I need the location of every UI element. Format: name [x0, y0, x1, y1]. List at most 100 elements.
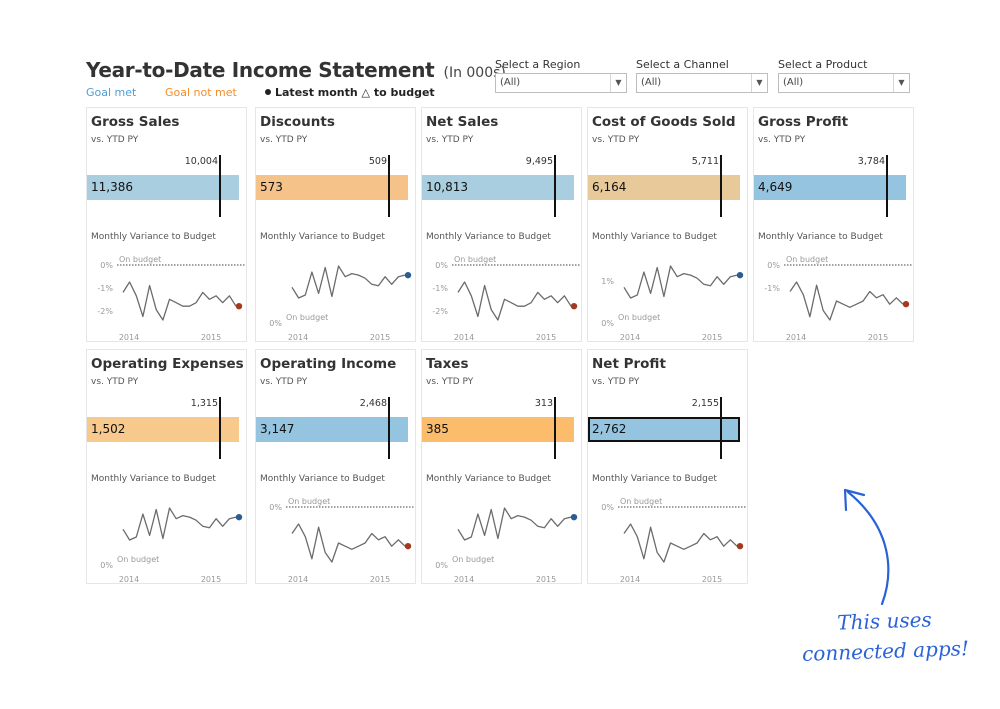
- latest-month-dot[interactable]: [570, 513, 578, 521]
- x-tick-label: 2015: [702, 575, 722, 584]
- variance-title: Monthly Variance to Budget: [592, 232, 717, 242]
- latest-month-dot[interactable]: [404, 542, 412, 550]
- chevron-down-icon[interactable]: ▼: [751, 74, 767, 92]
- variance-title: Monthly Variance to Budget: [426, 232, 551, 242]
- latest-dot-icon: [265, 89, 271, 95]
- card-subtitle: vs. YTD PY: [260, 377, 308, 387]
- on-budget-label: On budget: [117, 555, 159, 564]
- card-subtitle: vs. YTD PY: [592, 377, 640, 387]
- x-tick-label: 2015: [201, 333, 221, 342]
- kpi-card-gross-sales[interactable]: Gross Sales vs. YTD PY 10,004 11,386 Monthly…: [86, 107, 247, 342]
- card-title: Net Profit: [592, 356, 666, 372]
- region-filter-label: Select a Region: [495, 58, 581, 71]
- variance-sparkline[interactable]: On budget 0% -1% -2% 2014 2015: [422, 246, 583, 343]
- prior-year-reference-line: [720, 155, 722, 217]
- kpi-card-operating-expenses[interactable]: Operating Expenses vs. YTD PY 1,315 1,502 Mo…: [86, 349, 247, 584]
- channel-filter-label: Select a Channel: [636, 58, 729, 71]
- variance-line: [457, 507, 572, 541]
- prior-year-value: 313: [534, 398, 553, 409]
- prior-year-value: 2,155: [691, 398, 719, 409]
- variance-sparkline[interactable]: On budget 0% 2014 2015: [256, 488, 417, 585]
- variance-sparkline[interactable]: On budget 0% 2014 2015: [422, 488, 583, 585]
- ytd-value: 573: [260, 180, 283, 194]
- prior-year-reference-line: [886, 155, 888, 217]
- ytd-value: 4,649: [758, 180, 793, 194]
- x-tick-label: 2014: [454, 333, 474, 342]
- variance-sparkline[interactable]: On budget 0% -1% -2% 2014 2015: [87, 246, 248, 343]
- variance-line: [623, 523, 738, 563]
- product-filter: Select a Product (All) ▼: [778, 58, 910, 93]
- variance-line: [122, 281, 237, 321]
- prior-year-value: 1,315: [190, 398, 218, 409]
- variance-sparkline[interactable]: On budget 0% -1% 2014 2015: [754, 246, 915, 343]
- ytd-bar[interactable]: [256, 417, 408, 442]
- variance-line: [457, 281, 572, 321]
- variance-line: [122, 507, 237, 541]
- kpi-card-taxes[interactable]: Taxes vs. YTD PY 313 385 Monthly Variance to…: [421, 349, 582, 584]
- ytd-bar[interactable]: [588, 417, 740, 442]
- card-title: Gross Profit: [758, 114, 849, 130]
- legend-latest-label: Latest month △ to budget: [275, 86, 435, 99]
- ytd-bar[interactable]: [754, 175, 906, 200]
- x-tick-label: 2014: [620, 333, 640, 342]
- latest-month-dot[interactable]: [235, 302, 243, 310]
- latest-month-dot[interactable]: [235, 513, 243, 521]
- on-budget-label: On budget: [288, 497, 330, 506]
- ytd-value: 10,813: [426, 180, 468, 194]
- prior-year-value: 3,784: [857, 156, 885, 167]
- kpi-card-net-sales[interactable]: Net Sales vs. YTD PY 9,495 10,813 Monthly Va…: [421, 107, 582, 342]
- ytd-bar[interactable]: [422, 417, 574, 442]
- ytd-value: 1,502: [91, 422, 126, 436]
- y-tick-label: 0%: [601, 319, 614, 328]
- chevron-down-icon[interactable]: ▼: [893, 74, 909, 92]
- x-tick-label: 2015: [201, 575, 221, 584]
- product-select[interactable]: (All) ▼: [778, 73, 910, 93]
- card-subtitle: vs. YTD PY: [426, 377, 474, 387]
- prior-year-reference-line: [219, 397, 221, 459]
- card-title: Operating Expenses: [91, 356, 244, 372]
- channel-select[interactable]: (All) ▼: [636, 73, 768, 93]
- variance-sparkline[interactable]: On budget 1% 0% 2014 2015: [588, 246, 749, 343]
- ytd-value: 2,762: [592, 422, 627, 436]
- region-select[interactable]: (All) ▼: [495, 73, 627, 93]
- latest-month-dot[interactable]: [736, 271, 744, 279]
- page-title: Year-to-Date Income Statement (In 000s): [86, 58, 506, 82]
- variance-line: [291, 265, 406, 299]
- kpi-card-net-profit[interactable]: Net Profit vs. YTD PY 2,155 2,762 Monthly Va…: [587, 349, 748, 584]
- chevron-down-icon[interactable]: ▼: [610, 74, 626, 92]
- prior-year-reference-line: [554, 155, 556, 217]
- ytd-bar[interactable]: [422, 175, 574, 200]
- variance-sparkline[interactable]: On budget 0% 2014 2015: [588, 488, 749, 585]
- y-tick-label: -1%: [432, 284, 448, 293]
- latest-month-dot[interactable]: [404, 271, 412, 279]
- product-filter-label: Select a Product: [778, 58, 868, 71]
- y-tick-label: 0%: [100, 261, 113, 270]
- kpi-card-discounts[interactable]: Discounts vs. YTD PY 509 573 Monthly Varianc…: [255, 107, 416, 342]
- ytd-bar[interactable]: [87, 417, 239, 442]
- kpi-card-cost-of-goods-sold[interactable]: Cost of Goods Sold vs. YTD PY 5,711 6,164 Mo…: [587, 107, 748, 342]
- latest-month-dot[interactable]: [736, 542, 744, 550]
- ytd-bar[interactable]: [256, 175, 408, 200]
- prior-year-reference-line: [388, 155, 390, 217]
- latest-month-dot[interactable]: [902, 300, 910, 308]
- ytd-value: 11,386: [91, 180, 133, 194]
- y-tick-label: 0%: [435, 561, 448, 570]
- ytd-bar[interactable]: [588, 175, 740, 200]
- on-budget-label: On budget: [454, 255, 496, 264]
- prior-year-value: 2,468: [359, 398, 387, 409]
- x-tick-label: 2014: [288, 575, 308, 584]
- variance-title: Monthly Variance to Budget: [426, 474, 551, 484]
- latest-month-dot[interactable]: [570, 302, 578, 310]
- variance-sparkline[interactable]: On budget 0% 2014 2015: [256, 246, 417, 343]
- variance-sparkline[interactable]: On budget 0% 2014 2015: [87, 488, 248, 585]
- y-tick-label: -2%: [97, 307, 113, 316]
- x-tick-label: 2015: [868, 333, 888, 342]
- kpi-card-operating-income[interactable]: Operating Income vs. YTD PY 2,468 3,147 Mont…: [255, 349, 416, 584]
- ytd-bar[interactable]: [87, 175, 239, 200]
- legend-latest: Latest month △ to budget: [265, 86, 435, 99]
- prior-year-reference-line: [554, 397, 556, 459]
- kpi-card-gross-profit[interactable]: Gross Profit vs. YTD PY 3,784 4,649 Monthly …: [753, 107, 914, 342]
- on-budget-label: On budget: [786, 255, 828, 264]
- x-tick-label: 2015: [702, 333, 722, 342]
- channel-filter: Select a Channel (All) ▼: [636, 58, 768, 93]
